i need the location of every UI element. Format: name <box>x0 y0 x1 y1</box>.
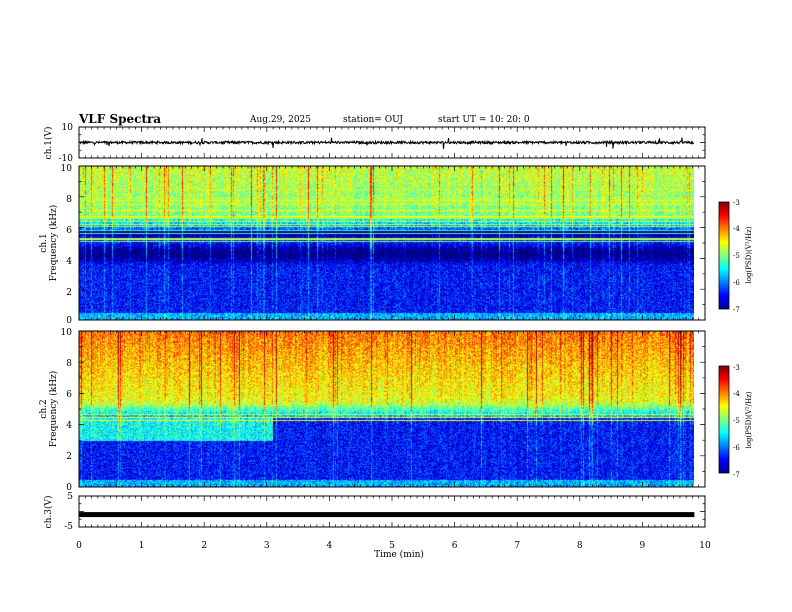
x-tick-label-8: 8 <box>577 541 583 551</box>
ch2-colorbar-tick-m6: -6 <box>733 444 740 452</box>
start-time-label: start UT = 10: 20: 0 <box>438 115 530 125</box>
ch1-freq-tick-10: 10 <box>61 164 73 174</box>
ch1-spectrogram-ylabel-channel: ch.1 <box>39 233 49 252</box>
x-axis-label: Time (min) <box>374 549 424 560</box>
x-tick-label-3: 3 <box>264 541 270 551</box>
x-tick-label-6: 6 <box>452 541 458 551</box>
ch1-spectrogram-image <box>79 166 694 320</box>
ch2-colorbar-tick-m7: -7 <box>733 471 740 479</box>
ch1-colorbar-tick-m5: -5 <box>733 252 740 260</box>
ch1-waveform-line <box>78 137 695 149</box>
ch2-colorbar-tick-m4: -4 <box>733 390 740 398</box>
ch3-waveform-ylabel: ch.3(V) <box>43 496 54 529</box>
ch1-freq-tick-6: 6 <box>66 226 72 236</box>
ch1-colorbar-tick-m6: -6 <box>733 279 740 287</box>
ch2-spectrogram-ylabel-freq: Frequency (kHz) <box>48 371 59 448</box>
x-tick-label-5: 5 <box>389 541 395 551</box>
ch1-freq-tick-8: 8 <box>66 195 72 205</box>
ticks1-marks <box>78 126 706 159</box>
ch3-waveform-frame <box>78 495 706 528</box>
ch1-colorbar: -3 -4 -5 -6 -7 log(PSD)(V²/Hz) <box>718 199 753 314</box>
ch2-freq-tick-4: 4 <box>66 421 72 431</box>
ch1-colorbar-tick-m7: -7 <box>733 306 740 314</box>
x-tick-label-10: 10 <box>699 541 711 551</box>
ch3-waveform-line <box>79 512 695 518</box>
ch1-colorbar-tick-m3: -3 <box>733 199 740 207</box>
ticks3-marks <box>78 330 706 488</box>
ch2-spectrogram-ticks <box>78 330 706 488</box>
ch1-ytick-top: 10 <box>62 123 74 133</box>
figure-title: VLF Spectra <box>78 112 161 126</box>
ch1-waveform-ylabel: ch.1(V) <box>43 127 54 160</box>
x-tick-label-4: 4 <box>327 541 333 551</box>
x-axis-tick-labels: 0 1 2 3 4 5 6 7 8 9 10 <box>76 541 711 551</box>
ch1-colorbar-tick-m4: -4 <box>733 225 740 233</box>
ch3-ytick-5: 5 <box>67 492 73 502</box>
ch2-colorbar-bar <box>718 365 730 474</box>
ch2-colorbar-label: log(PSD)(V²/Hz) <box>745 391 753 448</box>
x-tick-label-9: 9 <box>640 541 646 551</box>
ch1-waveform-panel: 10 -10 ch.1(V) <box>43 123 706 164</box>
ch1-waveform-ticks <box>78 126 706 159</box>
ch2-freq-tick-0: 0 <box>66 483 72 493</box>
ch1-ytick-bottom: -10 <box>59 154 74 164</box>
ch2-freq-tick-2: 2 <box>66 452 72 462</box>
x-tick-label-1: 1 <box>139 541 145 551</box>
ch2-spectrogram-ylabel-channel: ch.2 <box>39 399 49 418</box>
ch1-colorbar-label: log(PSD)(V²/Hz) <box>745 226 753 283</box>
ch1-spectrogram-ylabel-freq: Frequency (kHz) <box>48 205 59 282</box>
x-tick-label-7: 7 <box>514 541 520 551</box>
ch2-spectrogram-panel: 0 2 4 6 8 10 ch.2 Frequency (kHz) <box>39 328 706 493</box>
ch1-freq-tick-0: 0 <box>66 316 72 326</box>
ch2-colorbar-tick-m5: -5 <box>733 417 740 425</box>
ch1-freq-tick-4: 4 <box>66 257 72 267</box>
ch3-waveform-ticks <box>78 495 706 528</box>
ch2-spectrogram-image <box>79 331 694 487</box>
ch2-colorbar: -3 -4 -5 -6 -7 log(PSD)(V²/Hz) <box>718 364 753 479</box>
ch1-spectrogram-ticks <box>78 165 706 321</box>
station-label: station= OUJ <box>343 115 403 125</box>
ticks2-marks <box>78 165 706 321</box>
x-tick-label-2: 2 <box>201 541 207 551</box>
date-label: Aug.29, 2025 <box>249 115 311 125</box>
ch1-freq-tick-2: 2 <box>66 288 72 298</box>
ch3-waveform-panel: 5 -5 ch.3(V) <box>43 492 706 532</box>
ticks4-marks <box>78 495 706 528</box>
ch1-spectrogram-panel: 0 2 4 6 8 10 ch.1 Frequency (kHz) <box>39 164 706 326</box>
ch3-ytick-m5: -5 <box>64 522 73 532</box>
x-tick-label-0: 0 <box>76 541 82 551</box>
ch2-freq-tick-8: 8 <box>66 359 72 369</box>
ch2-colorbar-tick-m3: -3 <box>733 364 740 372</box>
ch1-colorbar-bar <box>718 201 730 310</box>
ch2-freq-tick-6: 6 <box>66 390 72 400</box>
ch2-freq-tick-10: 10 <box>61 328 73 338</box>
